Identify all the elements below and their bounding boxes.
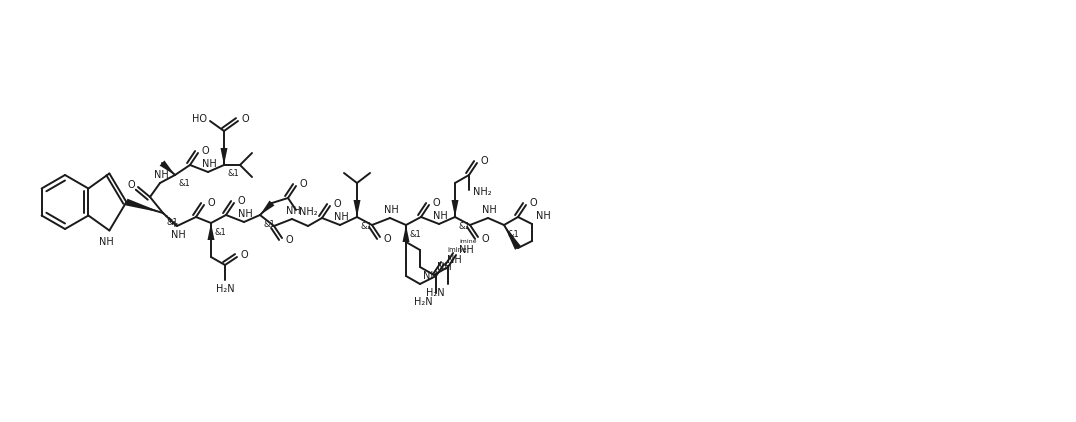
Text: O: O [332, 199, 341, 209]
Text: NH: NH [437, 262, 452, 272]
Text: &1: &1 [409, 230, 421, 238]
Polygon shape [221, 148, 227, 165]
Text: O: O [127, 180, 134, 190]
Polygon shape [208, 223, 214, 240]
Text: NH: NH [285, 206, 300, 216]
Text: &1: &1 [507, 230, 519, 238]
Text: NH: NH [433, 211, 448, 221]
Text: NH₂: NH₂ [473, 187, 492, 197]
Polygon shape [260, 200, 274, 215]
Text: NH: NH [384, 205, 398, 215]
Text: NH: NH [447, 255, 462, 265]
Text: H₂N: H₂N [426, 288, 445, 298]
Text: O: O [481, 234, 489, 244]
Text: NH: NH [99, 236, 114, 246]
Text: NH: NH [238, 209, 253, 219]
Text: O: O [241, 114, 249, 124]
Text: NH: NH [334, 212, 349, 222]
Polygon shape [354, 200, 360, 217]
Text: O: O [480, 156, 487, 166]
Text: imine: imine [447, 247, 467, 253]
Text: NH: NH [536, 211, 551, 221]
Text: O: O [240, 250, 247, 260]
Text: NH: NH [154, 170, 168, 180]
Text: O: O [237, 196, 244, 206]
Text: &1: &1 [360, 222, 371, 230]
Text: NH: NH [459, 245, 473, 255]
Polygon shape [402, 225, 410, 242]
Text: NH₂: NH₂ [299, 207, 317, 217]
Text: &1: &1 [458, 222, 470, 230]
Text: &1: &1 [263, 219, 274, 228]
Text: O: O [201, 146, 209, 156]
Text: NH: NH [201, 159, 216, 169]
Text: &1: &1 [166, 217, 178, 227]
Text: O: O [431, 198, 440, 208]
Text: &1: &1 [214, 227, 226, 236]
Text: HO: HO [192, 114, 207, 124]
Text: &1: &1 [178, 179, 189, 187]
Polygon shape [504, 225, 521, 250]
Polygon shape [159, 160, 175, 175]
Polygon shape [452, 200, 458, 217]
Text: imine: imine [459, 238, 477, 243]
Text: O: O [299, 179, 307, 189]
Text: O: O [383, 234, 391, 244]
Text: &1: &1 [227, 168, 239, 178]
Text: O: O [529, 198, 537, 208]
Text: H₂N: H₂N [414, 297, 433, 307]
Text: NH: NH [423, 271, 438, 281]
Text: NH: NH [482, 205, 496, 215]
Text: H₂N: H₂N [215, 284, 235, 294]
Text: NH: NH [171, 230, 185, 240]
Text: O: O [285, 235, 293, 245]
Text: O: O [207, 198, 214, 208]
Polygon shape [126, 199, 162, 213]
